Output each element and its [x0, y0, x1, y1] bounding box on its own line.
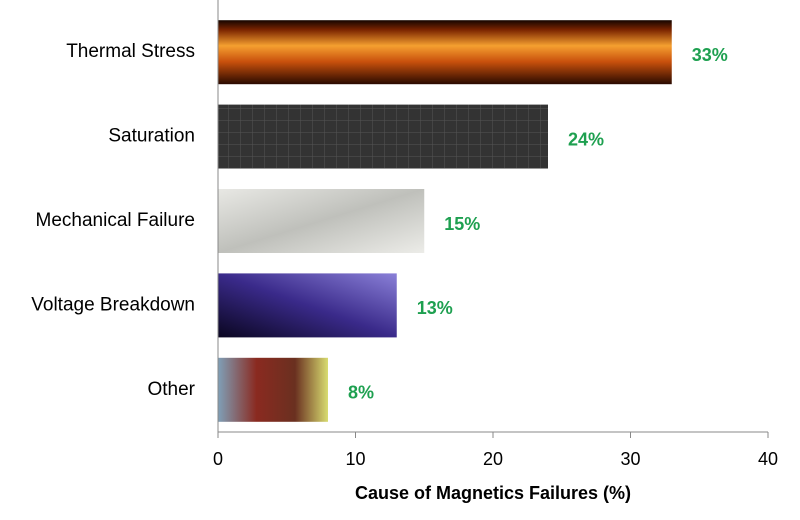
x-tick-label: 30 [620, 449, 640, 469]
value-label: 15% [444, 214, 480, 234]
category-label: Mechanical Failure [36, 210, 195, 231]
value-label: 24% [568, 129, 604, 149]
category-label: Saturation [108, 126, 195, 147]
value-label: 33% [692, 45, 728, 65]
category-label: Other [147, 379, 195, 400]
x-tick-label: 0 [213, 449, 223, 469]
x-tick-label: 40 [758, 449, 778, 469]
x-tick-label: 10 [345, 449, 365, 469]
x-axis-title: Cause of Magnetics Failures (%) [355, 483, 631, 503]
value-label: 8% [348, 383, 374, 403]
x-tick-label: 20 [483, 449, 503, 469]
category-label: Voltage Breakdown [31, 294, 195, 315]
bar [218, 104, 548, 169]
bar [218, 273, 397, 338]
value-label: 13% [417, 298, 453, 318]
bar [218, 357, 328, 422]
bar [218, 189, 425, 253]
category-label: Thermal Stress [66, 41, 195, 62]
bar [218, 20, 672, 85]
